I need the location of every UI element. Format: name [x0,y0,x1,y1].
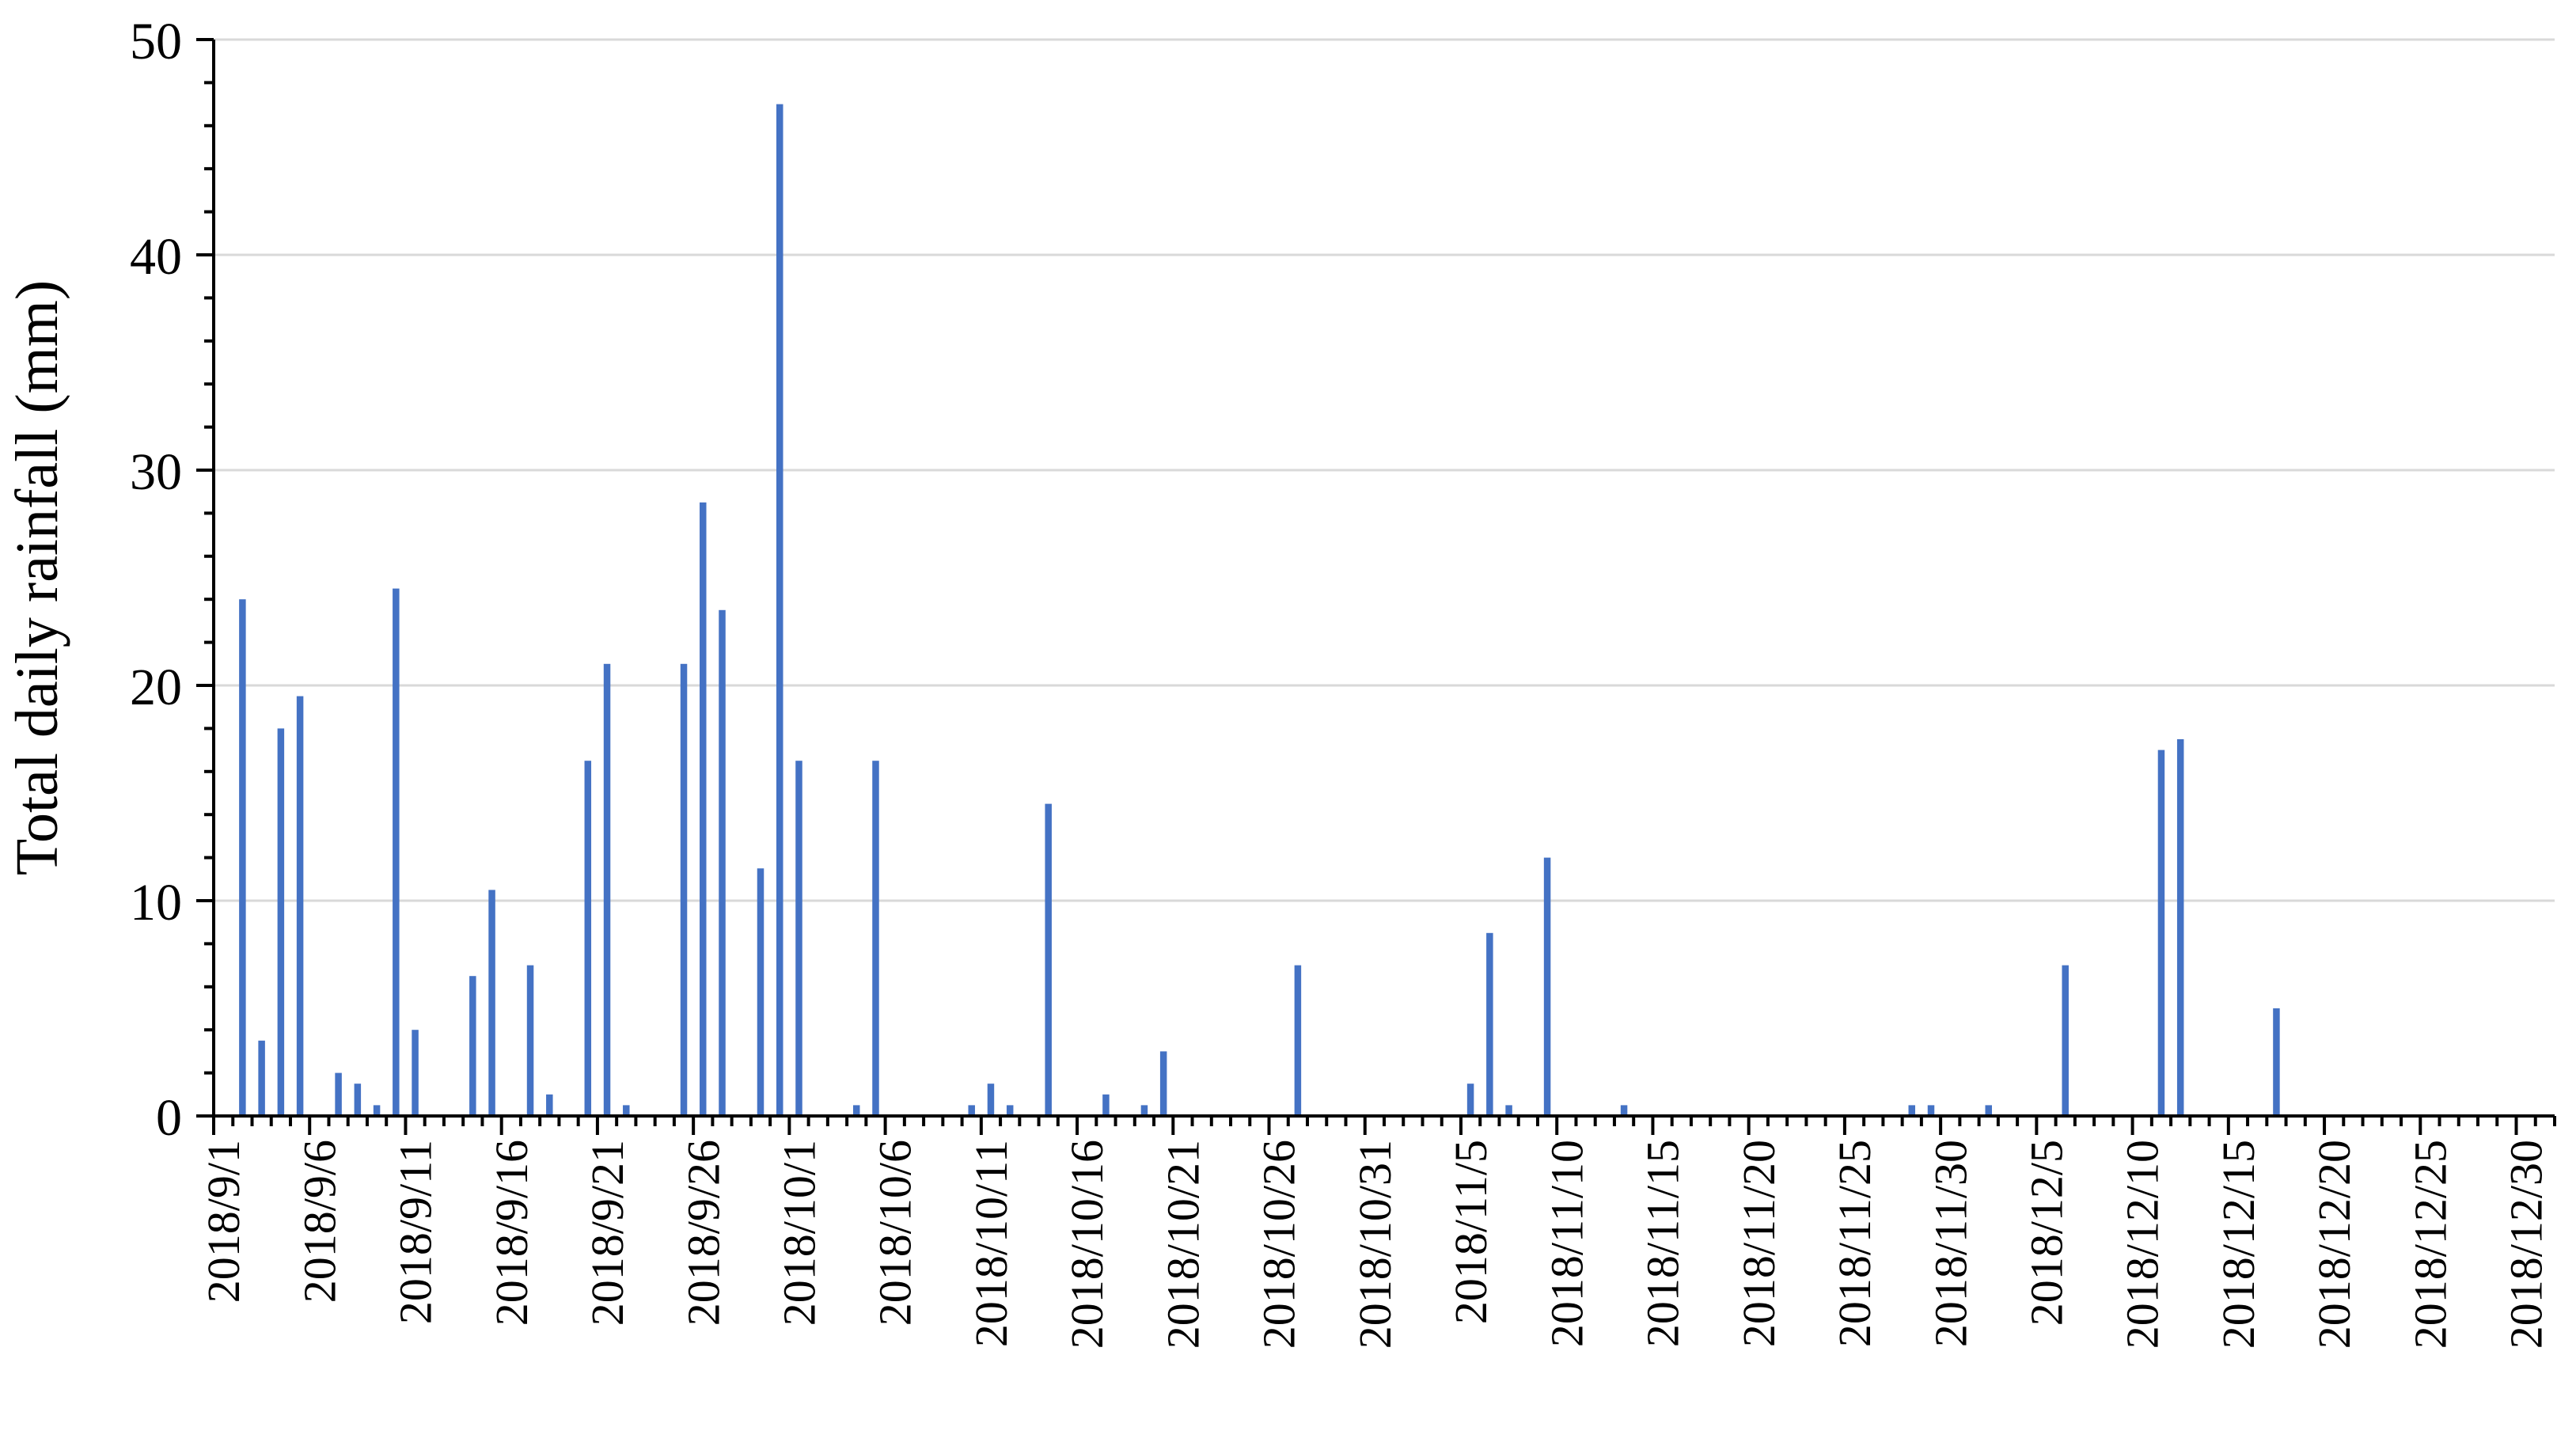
x-tick-label: 2018/12/10 [2117,1140,2168,1349]
x-tick-label: 2018/9/16 [486,1140,537,1326]
rainfall-bar [1466,1084,1474,1116]
x-tick-label: 2018/10/11 [966,1140,1017,1347]
rainfall-bar [1927,1105,1935,1116]
rainfall-bar [700,502,707,1116]
rainfall-bar [393,588,400,1116]
x-tick-label: 2018/10/26 [1254,1140,1305,1349]
x-tick-label: 2018/12/25 [2404,1140,2456,1349]
rainfall-bar [1294,965,1302,1116]
rainfall-bar [277,728,285,1116]
rainfall-bar [603,663,611,1116]
rainfall-bar [719,609,726,1116]
rainfall-bar [296,696,304,1116]
y-axis-title: Total daily rainfall (mm) [4,280,70,875]
rainfall-bar [335,1072,342,1116]
rainfall-bar [2273,1008,2280,1116]
rainfall-bar [258,1040,265,1116]
x-tick-label: 2018/11/20 [1733,1140,1785,1347]
x-tick-label: 2018/12/15 [2213,1140,2264,1349]
x-tick-label: 2018/9/6 [294,1140,345,1303]
x-tick-label: 2018/9/21 [582,1140,633,1326]
x-tick-label: 2018/11/10 [1541,1140,1592,1347]
rainfall-bar [1543,857,1551,1116]
x-tick-label: 2018/11/15 [1637,1140,1689,1347]
rainfall-bar [1045,803,1052,1116]
x-tick-label: 2018/11/30 [1925,1140,1976,1347]
rainfall-bar [1102,1094,1110,1116]
x-tick-label: 2018/12/30 [2501,1140,2552,1349]
rainfall-bar [987,1084,995,1116]
x-tick-label: 2018/9/1 [198,1140,249,1303]
x-tick-label: 2018/10/1 [774,1140,825,1326]
y-tick-label: 30 [130,443,182,501]
rainfall-bar [1505,1105,1512,1116]
rainfall-bar [488,890,495,1116]
rainfall-bar [469,976,476,1116]
rainfall-bar [852,1105,860,1116]
x-tick-label: 2018/11/5 [1445,1140,1497,1324]
rainfall-bar [1486,932,1493,1116]
rainfall-bar [1159,1051,1167,1116]
y-tick-label: 0 [156,1089,182,1147]
rainfall-bar [2157,750,2165,1116]
rainfall-bar [776,104,783,1117]
y-tick-label: 10 [130,874,182,932]
x-tick-label: 2018/12/20 [2309,1140,2360,1349]
x-tick-label: 2018/9/11 [390,1140,442,1324]
rainfall-bar [239,599,246,1116]
rainfall-bar [373,1105,381,1116]
x-tick-label: 2018/11/25 [1829,1140,1880,1347]
rainfall-bar [623,1105,630,1116]
rainfall-bar [584,761,592,1116]
y-ticks: 0 10 20 30 40 50 [130,13,214,1147]
rainfall-bar [757,868,764,1116]
gridlines [214,38,2555,902]
bars [239,104,2280,1117]
rainfall-bar [1620,1105,1628,1116]
rainfall-bar [526,965,534,1116]
axes [212,40,2555,1118]
x-tick-label: 2018/10/16 [1061,1140,1113,1349]
rainfall-bar [2062,965,2069,1116]
x-tick-label: 2018/10/6 [870,1140,921,1326]
rainfall-bar [968,1105,975,1116]
x-tick-label: 2018/9/26 [677,1140,729,1326]
rainfall-bar [872,761,879,1116]
rainfall-bar [354,1084,362,1116]
rainfall-bar [2176,739,2184,1116]
y-tick-label: 50 [130,13,182,70]
x-tick-label: 2018/12/5 [2020,1140,2072,1326]
rainfall-bar [1908,1105,1916,1116]
rainfall-bar [795,761,802,1116]
x-tick-label: 2018/10/21 [1157,1140,1208,1349]
x-ticks: 2018/9/1 2018/9/6 2018/9/11 2018/9/16 2018/9… [198,1116,2556,1349]
y-tick-label: 40 [130,228,182,286]
rainfall-bar [680,663,688,1116]
rainfall-bar [546,1094,553,1116]
rainfall-bar [412,1030,419,1116]
rainfall-bar [1140,1105,1148,1116]
y-tick-label: 20 [130,658,182,716]
rainfall-bar [1985,1105,1992,1116]
rainfall-bar [1006,1105,1014,1116]
x-tick-label: 2018/10/31 [1349,1140,1401,1349]
